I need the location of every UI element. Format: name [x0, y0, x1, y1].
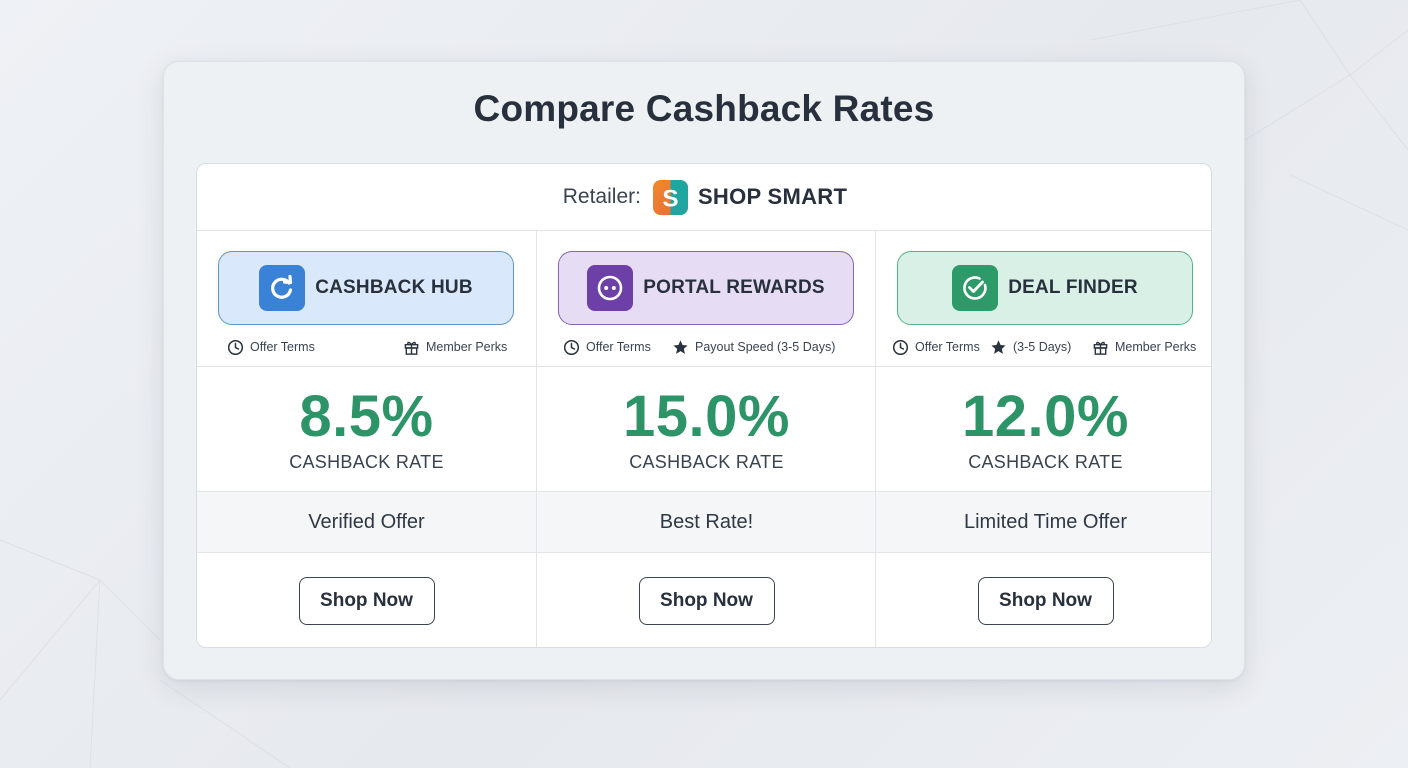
retailer-label: Retailer: — [562, 185, 641, 208]
rate-cell: 8.5% CASHBACK RATE — [197, 366, 536, 491]
shop-smart-logo-icon: S — [652, 179, 688, 215]
portal-badge-cashback-hub[interactable]: CASHBACK HUB — [218, 251, 514, 325]
feature-offer-terms[interactable]: Offer Terms — [227, 339, 315, 356]
rate-cell: 15.0% CASHBACK RATE — [537, 366, 876, 491]
feature-list: Offer Terms Payout Speed (3-5 Days) — [537, 337, 876, 357]
comparison-table: Retailer: S SHOP SMART CASHBACK HUB — [196, 163, 1212, 648]
feature-offer-terms[interactable]: Offer Terms — [563, 339, 651, 356]
cashback-rate-label: CASHBACK RATE — [629, 452, 784, 472]
cashback-rate-value: 15.0% — [623, 384, 790, 449]
button-cell: Shop Now — [537, 553, 876, 647]
clock-icon — [227, 339, 244, 355]
cashback-rate-value: 12.0% — [962, 384, 1129, 449]
portal-column-portal-rewards: PORTAL REWARDS Offer Terms Payout Speed … — [536, 231, 876, 647]
gift-icon — [404, 341, 419, 355]
cashback-rate-label: CASHBACK RATE — [289, 452, 444, 472]
portal-column-cashback-hub: CASHBACK HUB Offer Terms Member Perks 8.… — [197, 231, 536, 647]
feature-list: Offer Terms Member Perks — [197, 337, 536, 357]
shop-now-button[interactable]: Shop Now — [977, 577, 1114, 625]
star-icon — [991, 339, 1006, 354]
shop-now-button[interactable]: Shop Now — [298, 577, 435, 625]
feature-list: Offer Terms (3-5 Days) Member Perks — [876, 337, 1211, 357]
portal-badge-deal-finder[interactable]: DEAL FINDER — [897, 251, 1193, 325]
page-title: Compare Cashback Rates — [473, 88, 935, 129]
portal-name: CASHBACK HUB — [315, 277, 473, 298]
offer-tag: Limited Time Offer — [876, 491, 1211, 553]
check-circle-icon — [952, 265, 999, 311]
feature-member-perks[interactable]: Member Perks — [403, 339, 507, 356]
feature-payout-speed[interactable]: Payout Speed (3-5 Days) — [672, 339, 835, 356]
feature-offer-terms[interactable]: Offer Terms — [892, 339, 980, 356]
offer-tag: Verified Offer — [197, 491, 536, 553]
rate-cell: 12.0% CASHBACK RATE — [876, 366, 1211, 491]
portal-name: DEAL FINDER — [1008, 277, 1138, 298]
gift-icon — [1093, 341, 1108, 355]
button-cell: Shop Now — [197, 553, 536, 647]
retailer-name: SHOP SMART — [697, 184, 848, 209]
shop-now-button[interactable]: Shop Now — [638, 577, 775, 625]
retailer-header: Retailer: S SHOP SMART — [197, 164, 1211, 231]
star-icon — [673, 339, 688, 354]
portal-column-deal-finder: DEAL FINDER Offer Terms (3-5 Days) Membe… — [875, 231, 1211, 647]
svg-text:S: S — [662, 185, 678, 212]
refresh-icon — [259, 265, 306, 311]
portal-name: PORTAL REWARDS — [643, 277, 825, 298]
feature-member-perks[interactable]: Member Perks — [1092, 339, 1196, 356]
button-cell: Shop Now — [876, 553, 1211, 647]
clock-icon — [892, 339, 909, 355]
feature-payout-speed[interactable]: (3-5 Days) — [990, 339, 1071, 356]
cashback-rate-label: CASHBACK RATE — [968, 452, 1123, 472]
clock-icon — [563, 339, 580, 355]
offer-tag: Best Rate! — [537, 491, 876, 553]
portal-badge-portal-rewards[interactable]: PORTAL REWARDS — [558, 251, 854, 325]
cashback-rate-value: 8.5% — [299, 384, 434, 449]
dots-icon — [587, 265, 634, 311]
